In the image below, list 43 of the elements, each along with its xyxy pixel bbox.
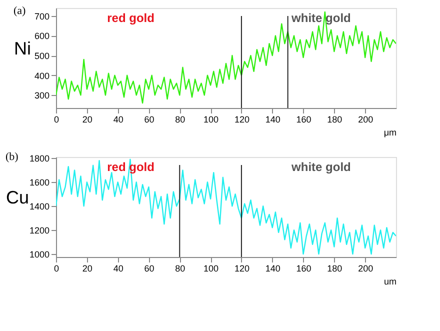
- x-tick-label: 80: [175, 114, 186, 124]
- x-tick-label: 160: [296, 114, 312, 124]
- annotation: red gold: [107, 11, 154, 25]
- x-tick-label: 60: [144, 114, 154, 124]
- line-series: [56, 11, 396, 104]
- x-axis-title: um: [384, 276, 396, 286]
- x-tick-label: 20: [82, 264, 92, 274]
- y-axis-title: Ni: [14, 38, 31, 58]
- line-series: [56, 158, 396, 255]
- x-tick-label: 120: [234, 114, 250, 124]
- x-tick-label: 200: [358, 264, 374, 274]
- y-tick-label: 300: [34, 90, 50, 101]
- x-tick-label: 20: [82, 114, 92, 124]
- x-tick-label: 200: [358, 114, 374, 124]
- x-tick-label: 160: [296, 264, 312, 274]
- y-tick-label: 700: [34, 11, 50, 22]
- x-tick-label: 40: [113, 264, 124, 274]
- x-tick-label: 80: [175, 264, 186, 274]
- x-tick-label: 100: [204, 114, 219, 124]
- y-tick-label: 1400: [29, 202, 50, 212]
- x-tick-label: 60: [144, 264, 154, 274]
- x-axis-title: μm: [384, 128, 396, 138]
- x-tick-label: 180: [327, 264, 342, 274]
- x-tick-label: 140: [265, 264, 280, 274]
- annotation: white gold: [290, 160, 351, 174]
- y-axis-title: Cu: [6, 188, 29, 208]
- x-tick-label: 100: [204, 264, 219, 274]
- annotation: white gold: [290, 11, 351, 25]
- x-tick-label: 180: [327, 114, 342, 124]
- y-tick-label: 1600: [29, 178, 50, 188]
- chart-title: (a): [13, 5, 26, 17]
- y-tick-label: 1800: [29, 154, 50, 164]
- x-tick-label: 0: [54, 264, 60, 274]
- y-tick-label: 600: [34, 31, 50, 42]
- x-tick-label: 140: [265, 114, 280, 124]
- x-tick-label: 120: [234, 264, 250, 274]
- x-tick-label: 40: [113, 114, 124, 124]
- y-tick-label: 1000: [29, 250, 50, 260]
- y-tick-label: 500: [34, 51, 50, 62]
- chart-title: (b): [5, 151, 19, 164]
- y-tick-label: 1200: [29, 226, 50, 236]
- x-tick-label: 0: [54, 114, 60, 124]
- y-tick-label: 400: [34, 70, 50, 81]
